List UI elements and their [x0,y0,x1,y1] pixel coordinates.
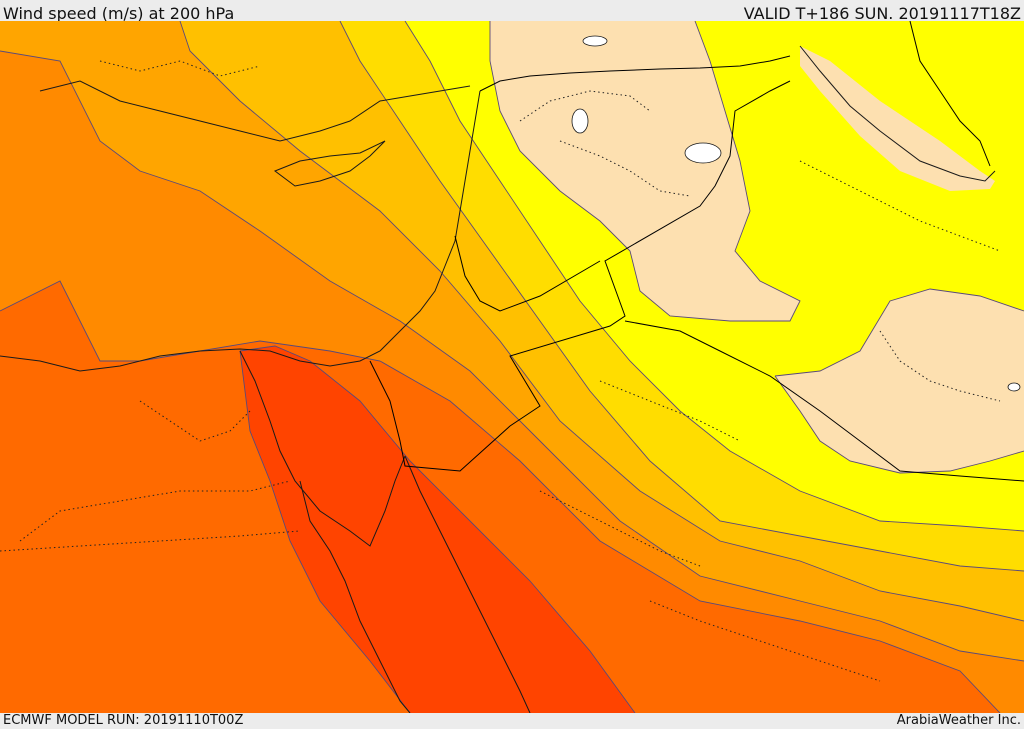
wind-band-peach-south [775,289,1024,473]
valid-time-label: VALID T+186 SUN. 20191117T18Z [743,4,1021,23]
wind-speed-map [0,21,1024,713]
lake-shape [1007,382,1021,392]
province-boundary [99,60,261,77]
province-boundary [19,480,291,542]
province-boundary [879,330,1001,402]
coastline-red-sea-east [404,455,531,713]
isotach-contour [239,345,636,713]
coastline-mediterranean-south [0,90,481,372]
border-line [479,55,791,92]
coastline-cyprus [273,140,386,187]
lake-shape [571,108,589,134]
isotach-contour [774,288,1024,474]
isotach-contour [0,50,1024,662]
isotach-contour [404,21,1024,532]
coastline-anatolia [39,80,471,142]
isotach-contour [339,21,1024,572]
wind-band-peach-gulf [800,46,995,191]
border-line [624,320,1024,482]
province-boundary [139,400,251,442]
province-boundary [559,140,691,197]
province-boundary [649,600,881,682]
isotach-contour [179,21,1024,622]
coastline-red-sea-west [299,480,411,713]
wind-band-peach-north [490,21,800,321]
isotach-contour [0,280,1001,713]
coastline-gulf-of-suez [239,350,406,547]
province-boundary [519,90,651,122]
border-line [454,235,601,312]
lake-shape [684,142,722,164]
coastline-persian-gulf [799,45,996,182]
credit-label: ArabiaWeather Inc. [896,713,1021,728]
province-boundary [799,160,1001,252]
model-run-label: ECMWF MODEL RUN: 20191110T00Z [3,713,244,728]
border-line [369,80,791,472]
wind-band-red [240,346,635,713]
lake-shape [582,35,608,47]
border-line [909,21,991,167]
isotach-contour [489,21,801,322]
isotach-contour [239,350,411,713]
map-title: Wind speed (m/s) at 200 hPa [3,4,235,23]
